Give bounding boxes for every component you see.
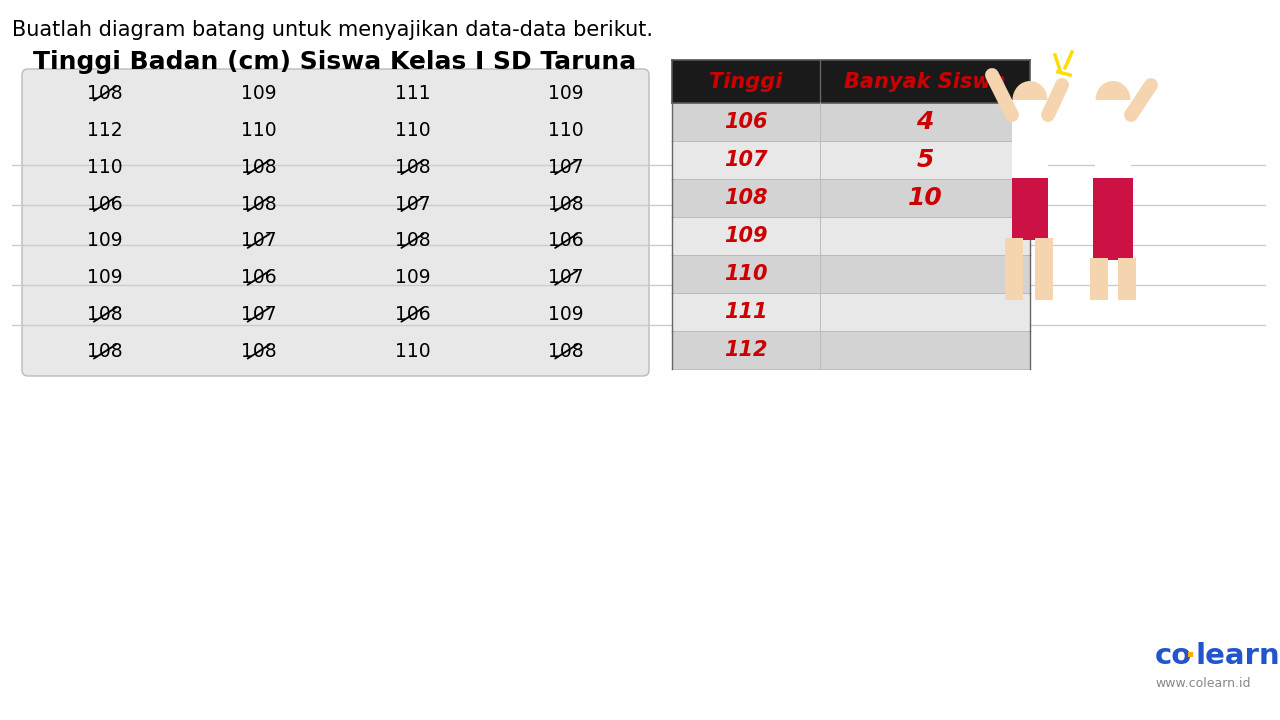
Text: 109: 109 <box>548 84 584 103</box>
Bar <box>672 255 820 293</box>
Bar <box>672 60 1030 103</box>
Bar <box>1117 258 1137 300</box>
Text: Tinggi: Tinggi <box>709 71 782 91</box>
Text: 109: 109 <box>241 84 276 103</box>
Text: 108: 108 <box>724 188 768 208</box>
Bar <box>672 293 820 331</box>
Text: 107: 107 <box>394 194 430 214</box>
Bar <box>672 103 820 141</box>
Text: 109: 109 <box>724 226 768 246</box>
Text: 111: 111 <box>724 302 768 322</box>
Text: 107: 107 <box>724 150 768 170</box>
Text: 5: 5 <box>916 148 933 172</box>
Text: 111: 111 <box>394 84 430 103</box>
Text: ·: · <box>1185 642 1196 670</box>
Text: 108: 108 <box>87 342 123 361</box>
Text: 109: 109 <box>87 231 123 251</box>
Bar <box>820 255 1030 293</box>
Text: 106: 106 <box>548 231 584 251</box>
Text: 109: 109 <box>87 269 123 287</box>
Bar <box>820 103 1030 141</box>
Text: 110: 110 <box>394 342 430 361</box>
Text: Tinggi Badan (cm) Siswa Kelas I SD Taruna: Tinggi Badan (cm) Siswa Kelas I SD Tarun… <box>33 50 636 74</box>
Text: 109: 109 <box>548 305 584 324</box>
Bar <box>1005 238 1023 300</box>
Text: 106: 106 <box>724 112 768 132</box>
Bar <box>1036 238 1053 300</box>
Text: 107: 107 <box>548 158 584 176</box>
FancyBboxPatch shape <box>22 69 649 376</box>
Text: Banyak Siswa: Banyak Siswa <box>845 71 1006 91</box>
Text: 109: 109 <box>394 269 430 287</box>
Bar <box>672 331 820 369</box>
Bar <box>820 293 1030 331</box>
Ellipse shape <box>1012 81 1047 119</box>
Text: Buatlah diagram batang untuk menyajikan data-data berikut.: Buatlah diagram batang untuk menyajikan … <box>12 20 653 40</box>
Text: 108: 108 <box>548 194 584 214</box>
Text: 108: 108 <box>87 84 123 103</box>
Text: 4: 4 <box>916 110 933 134</box>
Text: 107: 107 <box>241 305 276 324</box>
Text: 107: 107 <box>241 231 276 251</box>
Text: 108: 108 <box>87 305 123 324</box>
Text: 110: 110 <box>724 264 768 284</box>
Text: 112: 112 <box>87 121 123 140</box>
Text: 108: 108 <box>394 158 430 176</box>
Text: 108: 108 <box>241 194 276 214</box>
Text: 110: 110 <box>87 158 123 176</box>
Bar <box>672 141 820 179</box>
Text: 112: 112 <box>724 340 768 360</box>
Text: 108: 108 <box>548 342 584 361</box>
Text: 106: 106 <box>87 194 123 214</box>
Bar <box>820 331 1030 369</box>
Bar <box>672 179 820 217</box>
Bar <box>1012 100 1048 180</box>
Text: 110: 110 <box>394 121 430 140</box>
Text: 108: 108 <box>241 158 276 176</box>
Bar <box>820 217 1030 255</box>
Text: 110: 110 <box>241 121 276 140</box>
Bar <box>672 217 820 255</box>
Text: 106: 106 <box>394 305 430 324</box>
Text: 106: 106 <box>241 269 276 287</box>
Text: 108: 108 <box>241 342 276 361</box>
Text: 10: 10 <box>908 186 942 210</box>
Text: co: co <box>1155 642 1192 670</box>
Ellipse shape <box>1096 81 1130 119</box>
Bar <box>1091 258 1108 300</box>
Bar <box>820 179 1030 217</box>
Text: learn: learn <box>1196 642 1280 670</box>
Bar <box>820 141 1030 179</box>
Text: 110: 110 <box>548 121 584 140</box>
Bar <box>1093 178 1133 260</box>
Bar <box>1012 178 1048 240</box>
Text: 108: 108 <box>394 231 430 251</box>
Text: www.colearn.id: www.colearn.id <box>1155 677 1251 690</box>
Text: 107: 107 <box>548 269 584 287</box>
Bar <box>1094 100 1132 180</box>
